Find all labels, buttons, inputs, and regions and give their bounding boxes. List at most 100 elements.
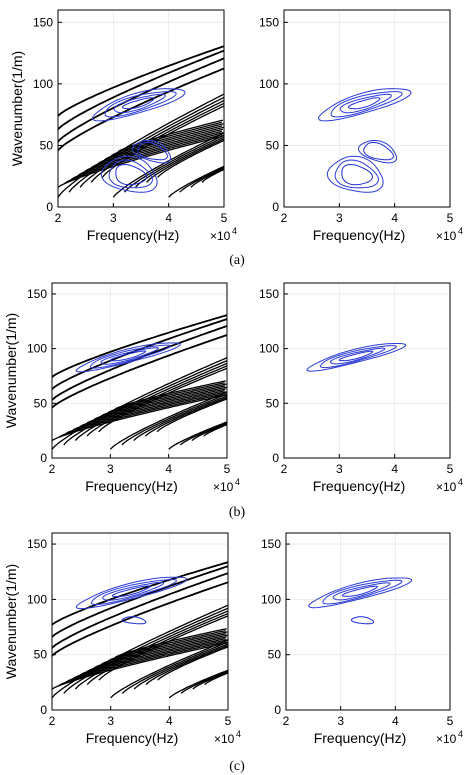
contour-line [341,163,374,186]
plot-frame [51,532,229,711]
dispersion-curve [192,671,229,690]
plot-frame [283,9,451,208]
contour-line [112,585,151,597]
dispersion-curve [58,392,226,438]
contour-line [307,577,413,609]
x-tick-label: 4 [391,462,398,476]
contour-line [137,141,169,161]
dispersion-curve [115,628,227,658]
x-axis-label: Frequency(Hz) [87,227,180,243]
contour-line [329,347,386,365]
contour-line [100,155,158,193]
contour-line [104,91,177,118]
dispersion-curve [203,423,228,437]
contour-line [89,344,171,369]
dispersion-curve [98,367,228,433]
contour-line [334,159,380,189]
dispersion-curve [51,642,229,690]
dispersion-curve [146,138,225,183]
panel-label-b: (b) [229,505,246,520]
dispersion-curve [133,643,229,690]
x-tick-label: 2 [281,211,288,225]
x-tick-label: 3 [107,714,114,728]
x-tick-label: 3 [337,714,344,728]
x-tick-label: 2 [283,714,290,728]
dispersion-curve [51,314,228,378]
x-axis-label: Frequency(Hz) [85,478,178,494]
contour-line [102,581,165,601]
dispersion-curve [121,393,228,446]
x-tick-label: 5 [447,714,454,728]
y-tick-label: 150 [259,15,279,29]
dispersion-curve [72,637,226,679]
dispersion-curve [51,561,229,626]
dispersion-curve [84,128,224,173]
contour-line [306,343,407,372]
dispersion-curve [70,131,224,180]
x-exponent-label: ×10 [436,732,457,746]
contour-line [113,93,166,114]
contour-line [363,141,395,161]
dispersion-curve [179,422,228,446]
y-tick-label: 150 [33,15,53,29]
y-tick-label: 50 [268,648,282,662]
x-tick-label: 2 [281,462,288,476]
dispersion-curve [90,126,225,169]
dispersion-curve [65,391,227,435]
contour-line [317,88,412,122]
x-tick-label: 2 [49,714,56,728]
contour-line [332,582,391,601]
dispersion-curve [101,105,225,178]
y-tick-label: 100 [27,592,47,606]
dispersion-curve [64,133,223,184]
dispersion-curve [93,633,227,669]
dispersion-curve [204,672,229,686]
contour-line [91,88,186,122]
panel-label-c: (c) [229,759,245,774]
dispersion-curve [108,629,226,662]
x-tick-label: 3 [107,462,114,476]
dispersion-curve [168,669,229,699]
dispersion-curve [101,631,228,665]
dispersion-curve [107,382,225,414]
x-exponent-label: ×10 [214,732,235,746]
dispersion-curve [145,644,229,686]
dispersion-curve [51,572,229,649]
dispersion-curve [57,67,225,152]
y-tick-label: 0 [40,451,47,465]
dispersion-curve [57,135,225,188]
y-axis-label: Wavenumber(1/m) [3,313,19,428]
dispersion-curve [51,334,228,409]
x-tick-label: 5 [447,462,454,476]
contour-line [115,163,148,186]
x-exponent-power: 4 [236,729,241,739]
contour-line [330,91,403,118]
x-axis-label: Frequency(Hz) [86,730,179,746]
dispersion-curve [51,394,228,442]
y-tick-label: 100 [259,342,279,356]
y-axis-label: Wavenumber(1/m) [3,564,19,679]
contour-line [348,97,381,110]
y-tick-label: 100 [27,342,47,356]
plot-frame [57,9,225,208]
dispersion-curve [123,134,225,193]
x-exponent-power: 4 [235,477,240,487]
x-tick-label: 2 [49,462,56,476]
contour-line [341,585,379,597]
y-tick-label: 100 [33,77,53,91]
dispersion-curve [191,423,228,442]
dispersion-curve [100,383,227,417]
dispersion-curve [110,639,229,699]
contour-line [322,579,403,605]
dispersion-curve [79,636,227,676]
x-tick-label: 4 [165,211,172,225]
dispersion-curve [79,388,226,428]
dispersion-curve [86,634,229,672]
y-tick-label: 50 [40,138,54,152]
y-axis-label: Wavenumber(1/m) [9,51,25,166]
